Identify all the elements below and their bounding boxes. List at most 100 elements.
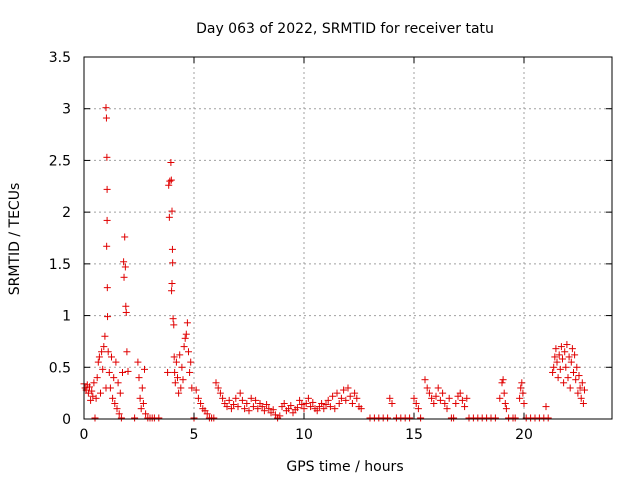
data-point xyxy=(243,399,251,407)
data-point xyxy=(165,181,173,189)
data-point xyxy=(178,363,186,371)
data-point xyxy=(103,242,111,250)
data-point xyxy=(121,263,129,271)
axes: 0 5 10 15 20 0 0.5 1 1.5 2 2.5 3 3.5 xyxy=(49,50,613,443)
data-point xyxy=(388,399,396,407)
data-point xyxy=(102,114,110,122)
data-point xyxy=(155,414,163,422)
data-point xyxy=(346,392,354,400)
data-point xyxy=(122,302,130,310)
data-point xyxy=(491,414,499,422)
data-point xyxy=(578,379,586,387)
data-point xyxy=(101,332,109,340)
data-point xyxy=(386,394,394,402)
data-point xyxy=(552,345,560,353)
data-point xyxy=(573,363,581,371)
data-point xyxy=(108,353,115,361)
data-point xyxy=(169,259,177,267)
data-point xyxy=(254,405,262,413)
data-point xyxy=(139,399,147,407)
data-point xyxy=(560,379,568,387)
data-point xyxy=(252,396,260,404)
data-point xyxy=(307,403,315,411)
data-point xyxy=(556,365,564,373)
data-point xyxy=(452,399,460,407)
data-point xyxy=(520,399,528,407)
data-point xyxy=(223,403,231,411)
data-point xyxy=(121,233,129,241)
data-point xyxy=(568,345,576,353)
data-point xyxy=(167,176,175,184)
data-point xyxy=(170,321,178,329)
data-point xyxy=(430,399,438,407)
data-point xyxy=(511,414,519,422)
data-point xyxy=(258,403,266,411)
data-point xyxy=(245,407,253,415)
data-point xyxy=(112,358,120,366)
data-point xyxy=(335,399,343,407)
data-point xyxy=(516,394,524,402)
data-point xyxy=(111,399,119,407)
data-point xyxy=(269,406,277,414)
data-point xyxy=(351,389,359,397)
data-point xyxy=(432,392,440,400)
data-point xyxy=(320,405,328,413)
x-tick-label: 10 xyxy=(295,427,313,443)
data-point xyxy=(575,372,583,380)
data-point xyxy=(263,401,271,409)
y-axis-label: SRMTID / TECUs xyxy=(7,183,23,296)
data-point xyxy=(116,389,124,397)
data-point xyxy=(260,407,268,415)
data-point xyxy=(318,399,326,407)
data-point xyxy=(120,273,128,281)
data-point xyxy=(576,384,584,392)
data-point xyxy=(566,384,574,392)
data-point xyxy=(249,403,257,411)
x-tick-label: 0 xyxy=(80,427,89,443)
data-point xyxy=(333,389,341,397)
data-point xyxy=(542,403,550,411)
data-point xyxy=(561,348,569,356)
data-point xyxy=(421,376,429,384)
data-point xyxy=(565,353,573,361)
data-point xyxy=(166,177,174,185)
data-point xyxy=(203,410,211,418)
data-point xyxy=(134,358,142,366)
data-point xyxy=(95,353,103,361)
data-point xyxy=(300,405,308,413)
data-point xyxy=(175,389,183,397)
data-point xyxy=(384,414,392,422)
data-point xyxy=(234,403,242,411)
data-point xyxy=(559,355,566,363)
data-point xyxy=(216,389,224,397)
data-point xyxy=(192,386,200,394)
data-point xyxy=(138,384,146,392)
data-point xyxy=(135,374,143,382)
data-point xyxy=(176,351,184,359)
data-point xyxy=(103,185,111,193)
data-point xyxy=(119,368,126,376)
data-point xyxy=(92,394,100,402)
data-point xyxy=(567,358,575,366)
data-point xyxy=(445,394,453,402)
data-point xyxy=(169,315,177,323)
data-point xyxy=(337,394,345,402)
data-point xyxy=(265,405,273,413)
data-point xyxy=(185,348,192,356)
x-tick-label: 15 xyxy=(405,427,423,443)
data-point xyxy=(136,394,144,402)
data-point xyxy=(179,376,187,384)
data-point xyxy=(544,414,552,422)
data-point xyxy=(120,258,128,266)
data-points xyxy=(80,104,588,422)
data-point xyxy=(98,348,106,356)
data-point xyxy=(342,396,350,404)
data-point xyxy=(309,398,317,406)
data-point xyxy=(187,358,195,366)
data-point xyxy=(276,412,284,420)
data-point xyxy=(579,399,587,407)
y-tick-label: 2 xyxy=(62,205,71,221)
data-point xyxy=(99,365,107,373)
data-point xyxy=(555,351,563,359)
